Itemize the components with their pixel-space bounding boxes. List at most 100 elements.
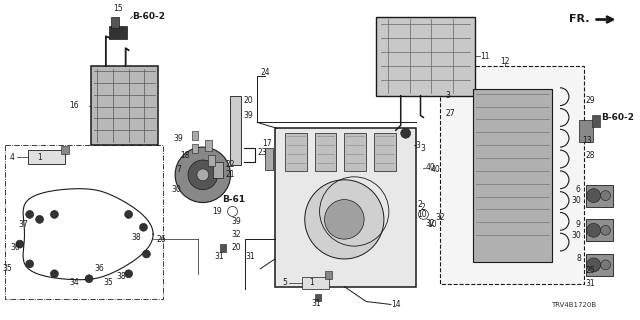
Text: 32: 32 [232,230,241,239]
Text: TRV4B1720B: TRV4B1720B [551,302,596,308]
Text: 18: 18 [180,150,190,160]
Text: 32: 32 [435,213,445,222]
Text: 5: 5 [282,278,287,287]
Text: 2: 2 [420,203,425,212]
Text: 31: 31 [215,252,225,261]
Text: 34: 34 [69,278,79,287]
Text: 32: 32 [426,219,435,228]
Text: 12: 12 [500,57,509,66]
Circle shape [143,250,150,258]
Text: 10: 10 [428,220,437,229]
Circle shape [125,211,132,218]
Text: 24: 24 [260,68,270,77]
Text: 40: 40 [431,165,440,174]
Circle shape [26,260,34,268]
Circle shape [51,211,58,218]
Text: 9: 9 [576,220,580,229]
Text: 7: 7 [176,165,181,174]
Text: 1: 1 [37,153,42,162]
Bar [315,133,337,171]
Bar [586,220,614,241]
Bar [91,66,158,145]
Text: 2: 2 [417,200,422,209]
Text: 21: 21 [225,170,235,179]
Bar [376,17,475,96]
Text: FR.: FR. [569,14,589,25]
Bar [586,185,614,206]
Text: 16: 16 [70,101,79,110]
Bar [275,128,415,287]
Bar [265,148,273,170]
Text: 30: 30 [571,231,580,240]
Text: 35: 35 [2,264,12,273]
Text: 10: 10 [417,210,427,219]
Circle shape [85,275,93,283]
Text: 8: 8 [576,254,580,263]
Circle shape [587,189,600,203]
Text: 30: 30 [172,185,181,194]
Text: 38: 38 [132,233,141,242]
Bar [220,244,225,252]
Text: B-60-2: B-60-2 [602,113,635,122]
Text: 31: 31 [245,252,255,261]
Bar [109,27,127,39]
Circle shape [600,260,611,270]
Text: 29: 29 [586,96,595,105]
Bar [205,140,212,151]
Bar [324,271,332,279]
Bar [111,17,119,28]
Bar [344,133,366,171]
Text: 1: 1 [309,278,314,287]
Bar [61,146,69,154]
Bar [192,144,198,153]
Text: 31: 31 [586,279,595,288]
Text: 35: 35 [104,278,114,287]
Text: 20: 20 [232,243,241,252]
Circle shape [51,270,58,278]
Text: 39: 39 [232,217,241,226]
Text: 23: 23 [257,148,267,156]
Text: 37: 37 [18,220,28,229]
Text: 20: 20 [243,96,253,105]
Text: 17: 17 [262,139,272,148]
Text: 3: 3 [415,141,420,150]
Text: 38: 38 [116,272,126,281]
Text: 39: 39 [173,134,183,143]
Circle shape [175,147,230,203]
Text: 26: 26 [156,235,166,244]
Bar [440,66,584,284]
Text: 28: 28 [586,150,595,160]
Text: 15: 15 [113,4,122,13]
Text: 19: 19 [212,207,221,216]
Text: 11: 11 [480,52,490,60]
Circle shape [600,225,611,235]
Text: 25: 25 [586,266,595,275]
Circle shape [188,160,218,190]
Circle shape [140,223,147,231]
Bar [212,162,223,178]
Bar [230,96,241,165]
Bar [285,133,307,171]
Bar [374,133,396,171]
Bar [208,155,214,166]
Text: 4: 4 [10,153,15,162]
Bar [315,293,321,301]
Circle shape [600,191,611,201]
Text: 36: 36 [94,264,104,273]
Text: B-60-2: B-60-2 [132,12,166,20]
Circle shape [587,223,600,237]
Bar [586,254,614,276]
Bar [579,120,593,142]
Text: 13: 13 [582,136,591,145]
Circle shape [324,200,364,239]
Circle shape [16,240,24,248]
Text: 14: 14 [391,300,401,309]
Bar [592,116,600,127]
Text: 30: 30 [571,196,580,205]
Text: 39: 39 [243,111,253,120]
Bar [302,277,330,289]
Bar [28,150,65,164]
Bar [192,131,198,140]
Circle shape [36,215,44,223]
Text: 3: 3 [445,91,450,100]
